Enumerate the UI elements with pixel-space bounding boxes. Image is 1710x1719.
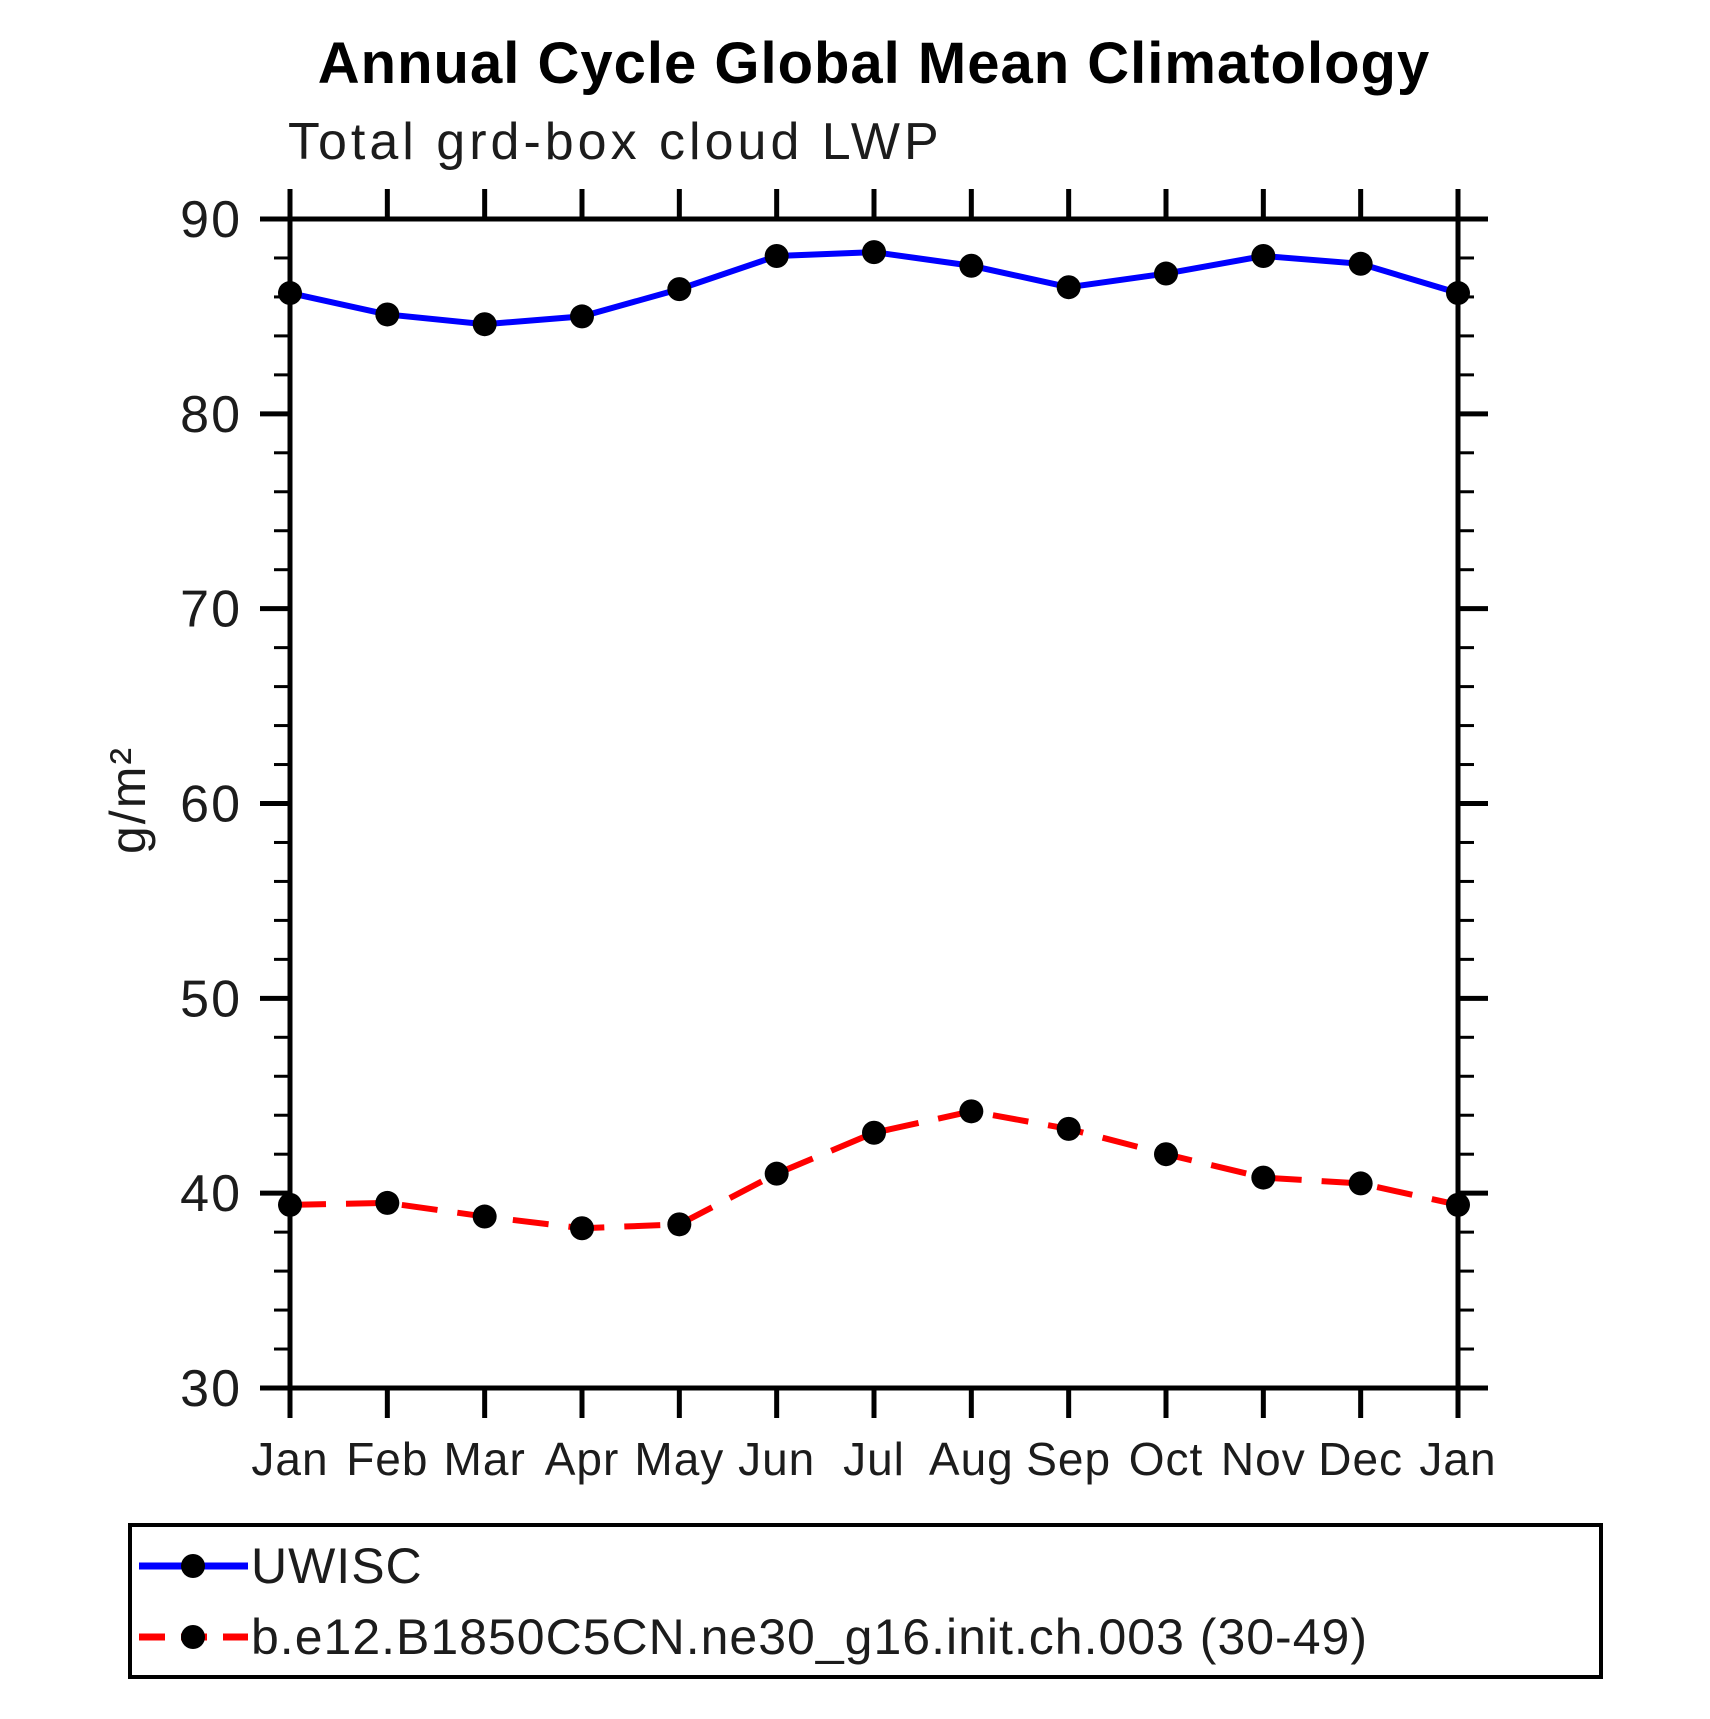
y-tick-label: 60 — [180, 776, 242, 834]
x-tick-label: May — [634, 1433, 724, 1485]
chart-subtitle: Total grd-box cloud LWP — [288, 113, 943, 171]
series-1-point-10 — [1251, 1165, 1276, 1190]
series-1-point-11 — [1348, 1171, 1373, 1196]
series-0-point-2 — [472, 312, 497, 337]
x-tick-label: Dec — [1318, 1433, 1403, 1485]
axis-ticks — [260, 189, 1488, 1418]
chart-title: Annual Cycle Global Mean Climatology — [317, 31, 1431, 96]
legend-line-sample-0 — [139, 1554, 248, 1578]
series-1-point-5 — [764, 1161, 789, 1186]
x-tick-label: Sep — [1026, 1433, 1111, 1485]
series-1-point-12 — [1446, 1192, 1470, 1217]
legend-label-1: b.e12.B1850C5CN.ne30_g16.init.ch.003 (30… — [251, 1609, 1368, 1665]
series-0-point-5 — [764, 244, 789, 269]
y-tick-label: 40 — [180, 1165, 242, 1223]
legend-box: UWISC b.e12.B1850C5CN.ne30_g16.init.ch.0… — [128, 1523, 1603, 1679]
y-tick-label: 70 — [180, 581, 242, 639]
x-tick-label: Mar — [444, 1433, 526, 1485]
series-1-point-7 — [959, 1099, 984, 1124]
x-tick-label: Jan — [1419, 1433, 1496, 1485]
x-tick-label: Nov — [1221, 1433, 1306, 1485]
series-0-point-8 — [1056, 275, 1081, 300]
series-0-point-3 — [570, 304, 594, 329]
legend-line-sample-1 — [139, 1625, 248, 1649]
plot-frame-rect — [287, 216, 1461, 1391]
x-tick-label: Oct — [1129, 1433, 1204, 1485]
series-0-point-12 — [1446, 281, 1470, 306]
x-tick-labels: Jan Feb Mar Apr May Jun Jul Aug Sep Oct Nov Dec Jan — [251, 1433, 1496, 1485]
x-tick-label: Jan — [251, 1433, 328, 1485]
series-0-point-6 — [862, 240, 886, 265]
series-0-point-0 — [278, 281, 302, 306]
y-tick-label: 90 — [180, 191, 242, 249]
y-tick-label: 50 — [180, 970, 242, 1028]
series-0-point-10 — [1251, 244, 1276, 269]
series-1-point-4 — [667, 1212, 692, 1237]
x-tick-label: Jul — [843, 1433, 905, 1485]
series-1-point-6 — [862, 1120, 886, 1145]
y-tick-label: 80 — [180, 386, 242, 444]
series-1-point-8 — [1056, 1116, 1081, 1141]
y-tick-labels: 30 40 50 60 70 80 90 — [180, 191, 242, 1418]
series-0-point-1 — [375, 302, 400, 327]
series-0-point-4 — [667, 277, 692, 302]
x-tick-label: Jun — [738, 1433, 815, 1485]
series-0-point-7 — [959, 253, 984, 278]
legend-item-uwisc: UWISC — [136, 1538, 423, 1594]
series-1-point-3 — [570, 1216, 594, 1241]
series-1-point-1 — [375, 1190, 400, 1215]
series-0-point-11 — [1348, 251, 1373, 276]
x-tick-label: Feb — [346, 1433, 428, 1485]
series-1-point-9 — [1154, 1142, 1178, 1167]
legend-item-model: b.e12.B1850C5CN.ne30_g16.init.ch.003 (30… — [136, 1609, 1368, 1665]
legend-label-0: UWISC — [251, 1538, 423, 1594]
x-tick-label: Apr — [545, 1433, 620, 1485]
x-tick-label: Aug — [929, 1433, 1014, 1485]
series-0-point-9 — [1154, 261, 1178, 286]
series-1-point-0 — [278, 1192, 302, 1217]
series-1-point-2 — [472, 1204, 497, 1229]
y-tick-label: 30 — [180, 1360, 242, 1418]
data-series — [278, 240, 1470, 1241]
plot-frame — [287, 216, 1461, 1391]
